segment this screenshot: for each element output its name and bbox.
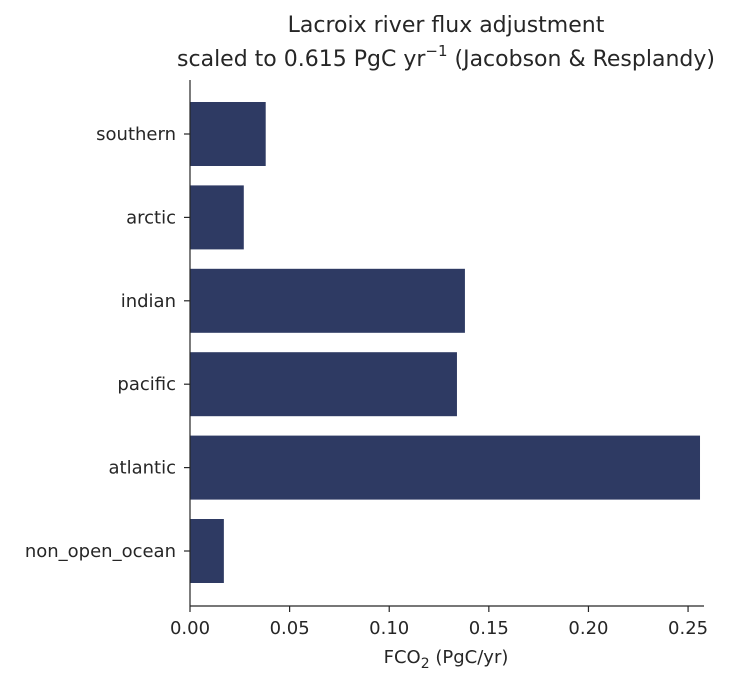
bars-group bbox=[190, 102, 701, 583]
x-tick-label: 0.25 bbox=[668, 618, 708, 639]
x-tick-label: 0.20 bbox=[568, 618, 608, 639]
x-tick-label: 0.05 bbox=[270, 618, 310, 639]
y-tick-label: pacific bbox=[117, 374, 176, 395]
x-tick-label: 0.00 bbox=[170, 618, 210, 639]
bar-arctic bbox=[190, 185, 244, 250]
x-tick-label: 0.10 bbox=[369, 618, 409, 639]
chart-title-line-2: scaled to 0.615 PgC yr−1 (Jacobson & Res… bbox=[177, 42, 715, 72]
x-axis-label-suffix: (PgC/yr) bbox=[430, 647, 509, 668]
bar-pacific bbox=[190, 352, 457, 417]
y-tick-label: arctic bbox=[126, 207, 176, 228]
bar-southern bbox=[190, 102, 266, 166]
chart-title-line-1: Lacroix river flux adjustment bbox=[288, 13, 605, 38]
y-tick-label: atlantic bbox=[109, 458, 176, 479]
y-tick-group: southern arctic indian pacific atlantic non_o… bbox=[25, 124, 190, 562]
x-axis-label: FCO2 (PgC/yr) bbox=[384, 647, 509, 672]
y-tick-label: southern bbox=[96, 124, 176, 145]
chart-title-suffix: (Jacobson & Resplandy) bbox=[448, 47, 715, 72]
x-axis-label-prefix: FCO bbox=[384, 647, 421, 668]
x-tick-group: 0.00 0.05 0.10 0.15 0.20 0.25 bbox=[170, 606, 708, 639]
chart-title-prefix: scaled to 0.615 PgC yr bbox=[177, 47, 426, 72]
bar-atlantic bbox=[190, 435, 701, 500]
y-tick-label: indian bbox=[121, 291, 176, 312]
chart-title-superscript: −1 bbox=[425, 42, 447, 60]
y-tick-label: non_open_ocean bbox=[25, 541, 176, 562]
x-axis-label-subscript: 2 bbox=[421, 656, 430, 672]
bar-non-open-ocean bbox=[190, 519, 224, 583]
bar-indian bbox=[190, 268, 465, 333]
x-tick-label: 0.15 bbox=[469, 618, 509, 639]
